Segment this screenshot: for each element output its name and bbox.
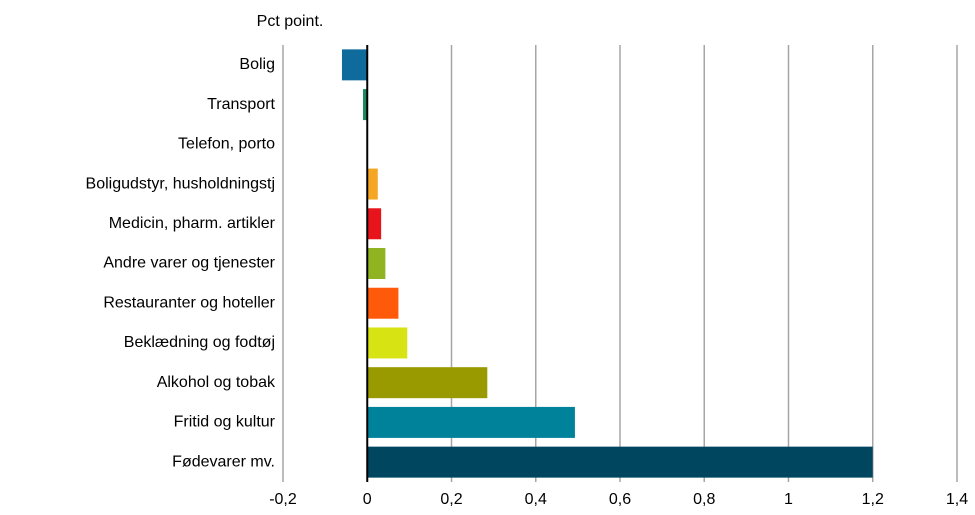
bar xyxy=(367,287,399,319)
x-tick-label: 0 xyxy=(363,491,372,508)
y-tick-label: Medicin, pharm. artikler xyxy=(109,215,276,232)
x-tick-label: 0,4 xyxy=(525,491,547,508)
x-tick-label: -0,2 xyxy=(269,491,297,508)
y-tick-label: Beklædning og fodtøj xyxy=(124,334,275,351)
bar xyxy=(367,168,378,200)
y-tick-label: Boligudstyr, husholdningstj xyxy=(86,175,275,192)
y-tick-label: Telefon, porto xyxy=(178,136,275,153)
x-tick-label: 0,8 xyxy=(693,491,715,508)
y-tick-label: Fødevarer mv. xyxy=(172,453,275,470)
y-tick-label: Andre varer og tjenester xyxy=(103,255,275,272)
y-tick-label: Fritid og kultur xyxy=(174,414,276,431)
x-tick-label: 0,6 xyxy=(609,491,631,508)
bar xyxy=(367,367,488,399)
x-tick-label: 1,4 xyxy=(946,491,968,508)
y-tick-label: Bolig xyxy=(239,56,275,73)
bar xyxy=(367,208,382,240)
y-tick-label: Restauranter og hoteller xyxy=(103,294,275,311)
bar xyxy=(367,406,575,438)
y-tick-label: Alkohol og tobak xyxy=(157,374,276,391)
axis-label: Pct point. xyxy=(257,13,324,30)
bar xyxy=(341,49,368,81)
bar xyxy=(367,446,873,478)
bar xyxy=(367,327,408,359)
x-tick-label: 1 xyxy=(784,491,793,508)
bar xyxy=(367,248,386,279)
x-tick-label: 0,2 xyxy=(440,491,462,508)
y-tick-label: Transport xyxy=(207,96,275,113)
bar xyxy=(363,89,368,121)
x-tick-label: 1,2 xyxy=(862,491,884,508)
